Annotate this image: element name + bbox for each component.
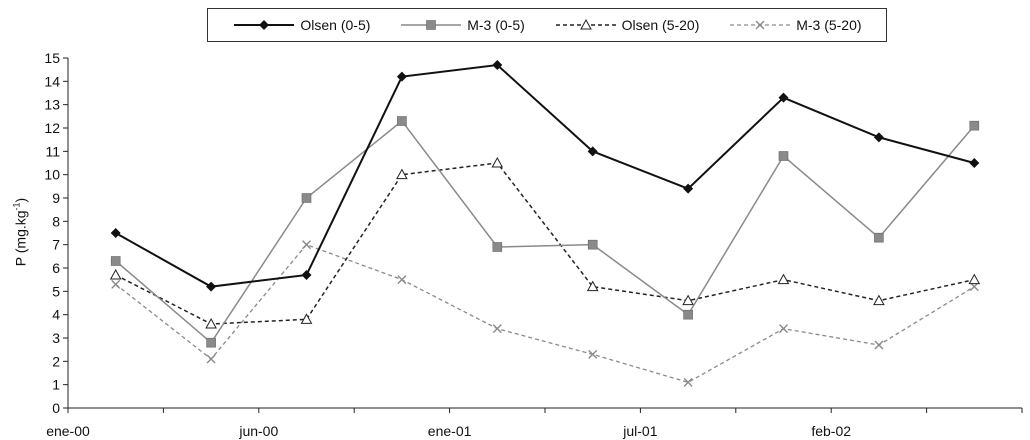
series-layer: [109, 60, 981, 387]
data-point: [397, 275, 407, 285]
x-tick-label: ene-01: [428, 423, 472, 439]
legend-item-m3-0-5: M-3 (0-5): [399, 17, 525, 33]
y-tick-label: 1: [52, 377, 60, 393]
data-point: [301, 270, 312, 280]
y-tick-label: 5: [52, 283, 60, 299]
data-point: [492, 324, 502, 334]
legend: Olsen (0-5) M-3 (0-5) Olsen (5-20) M-3 (…: [207, 8, 887, 42]
legend-item-m3-5-20: M-3 (5-20): [728, 17, 862, 33]
x-tick-label: ene-00: [46, 423, 90, 439]
data-point: [873, 132, 884, 143]
data-point: [874, 232, 884, 243]
data-point: [683, 377, 693, 387]
legend-label: M-3 (5-20): [796, 17, 862, 33]
data-point: [683, 183, 694, 194]
y-tick-label: 15: [44, 50, 60, 66]
data-point: [492, 242, 503, 252]
y-tick-label: 10: [44, 167, 60, 183]
data-point: [302, 240, 311, 250]
series-line: [115, 243, 975, 384]
data-point: [300, 313, 313, 324]
data-point: [777, 273, 790, 285]
x-tick-label: jun-00: [238, 423, 278, 439]
x-tick-label: jul-01: [622, 423, 657, 439]
data-point: [969, 120, 980, 131]
legend-item-olsen-0-5: Olsen (0-5): [232, 17, 370, 33]
data-point: [206, 281, 217, 292]
series-3: [111, 240, 979, 387]
data-point: [109, 268, 122, 280]
legend-swatch: [730, 20, 791, 30]
data-point: [682, 294, 694, 306]
data-point: [396, 168, 408, 180]
data-point: [779, 324, 788, 334]
data-point: [110, 256, 121, 266]
x-tick-label: feb-02: [811, 423, 851, 439]
data-point: [206, 354, 216, 364]
y-tick-label: 3: [52, 330, 60, 346]
data-point: [397, 116, 407, 126]
series-line: [115, 162, 975, 325]
series-line: [115, 119, 975, 344]
legend-swatch: [555, 19, 616, 30]
data-point: [492, 60, 503, 70]
y-tick-label: 13: [44, 97, 60, 113]
data-point: [873, 294, 885, 306]
data-point: [396, 71, 407, 82]
series-2: [109, 156, 981, 329]
y-tick-label: 8: [52, 213, 60, 229]
data-point: [778, 151, 789, 161]
data-point: [111, 279, 121, 289]
y-axis-title: P (mg.kg-1): [11, 197, 29, 267]
legend-label: Olsen (5-20): [621, 17, 700, 33]
y-tick-label: 11: [45, 143, 60, 159]
legend-label: M-3 (0-5): [467, 17, 525, 33]
data-point: [586, 280, 599, 292]
y-tick-label: 2: [52, 353, 60, 369]
data-point: [587, 239, 598, 250]
legend-label: Olsen (0-5): [300, 17, 371, 33]
data-point: [969, 158, 980, 168]
data-point: [205, 317, 217, 329]
data-point: [874, 340, 884, 350]
y-tick-label: 6: [52, 260, 60, 276]
data-point: [778, 92, 789, 103]
data-point: [301, 193, 312, 203]
legend-swatch: [234, 20, 295, 30]
y-tick-label: 9: [52, 190, 60, 206]
data-point: [206, 337, 216, 348]
legend-item-olsen-5-20: Olsen (5-20): [554, 17, 700, 33]
data-point: [491, 156, 504, 168]
data-point: [968, 273, 981, 285]
series-1: [110, 116, 980, 348]
y-tick-label: 7: [52, 237, 60, 253]
y-tick-label: 4: [52, 307, 60, 323]
series-line: [115, 63, 975, 288]
series-0: [110, 60, 980, 292]
y-tick-label: 0: [52, 400, 60, 416]
data-point: [588, 349, 598, 359]
y-tick-label: 14: [44, 73, 60, 89]
data-point: [587, 146, 598, 157]
legend-swatch: [401, 20, 462, 30]
data-point: [683, 309, 693, 320]
data-point: [110, 228, 121, 238]
y-tick-label: 12: [44, 120, 60, 136]
